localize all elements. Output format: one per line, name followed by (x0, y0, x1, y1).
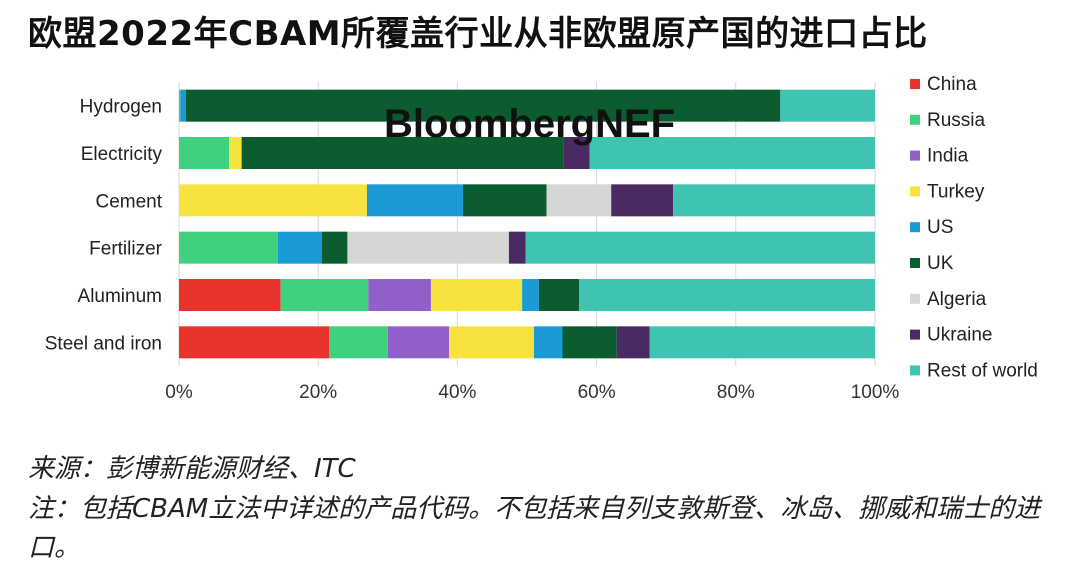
legend-label: Algeria (927, 289, 987, 310)
bar-segment (449, 326, 534, 359)
legend-label: Rest of world (927, 360, 1038, 381)
legend-swatch (910, 186, 920, 197)
bar-segment (179, 137, 230, 169)
legend-swatch (910, 114, 920, 125)
bar-segment (185, 89, 781, 122)
bar-segment (579, 279, 875, 311)
bar-segment (546, 184, 612, 217)
legend-label: Russia (927, 110, 986, 131)
bar-segment (589, 137, 875, 169)
bar-segment (179, 89, 181, 122)
legend-label: US (927, 217, 953, 238)
category-label: Hydrogen (80, 97, 162, 118)
bar-segment (179, 231, 278, 264)
legend-label: Ukraine (927, 325, 992, 346)
x-tick-labels: 0% 20% 40% 60% 80% 100% (165, 382, 899, 403)
legend-swatch (910, 150, 920, 161)
bar-segment (430, 279, 523, 311)
legend-swatch (910, 293, 920, 304)
bar-segment (462, 184, 547, 217)
x-tick-label: 60% (578, 382, 616, 403)
bar-segment (179, 326, 330, 359)
bar-segment (387, 326, 450, 359)
legend-swatch (910, 365, 920, 376)
x-tick-label: 80% (717, 382, 755, 403)
gridlines (178, 82, 876, 366)
bar-segment (673, 184, 875, 217)
bar-segment (280, 279, 369, 311)
bar-segment (525, 231, 875, 264)
bar-segment (366, 184, 463, 217)
bar-segment (538, 279, 580, 311)
footnote: 注：包括CBAM立法中详述的产品代码。不包括来自列支敦斯登、冰岛、挪威和瑞士的进… (28, 494, 1041, 563)
bars (179, 89, 875, 359)
legend-swatch (910, 79, 920, 89)
bar-segment (179, 184, 367, 217)
category-label: Fertilizer (89, 239, 163, 260)
bar-segment (321, 231, 348, 264)
legend-swatch (910, 222, 920, 233)
bar-segment (522, 279, 539, 311)
bar-segment (179, 279, 281, 311)
x-tick-label: 0% (165, 382, 193, 403)
chart-title: 欧盟2022年CBAM所覆盖行业从非欧盟原产国的进口占比 (28, 14, 928, 54)
source-note: 来源：彭博新能源财经、ITC (28, 454, 356, 484)
legend-swatch (910, 258, 920, 268)
bar-segment (241, 137, 564, 169)
category-label: Cement (95, 191, 162, 212)
bar-segment (329, 326, 388, 359)
legend-label: India (927, 146, 969, 167)
watermark: BloombergNEF (384, 102, 676, 146)
category-label: Steel and iron (45, 333, 162, 354)
bar-segment (616, 326, 650, 359)
bar-segment (180, 89, 186, 122)
legend-label: UK (927, 253, 954, 274)
bar-segment (347, 231, 509, 264)
category-label: Aluminum (78, 286, 162, 307)
legend: China Russia India Turkey US UK Algeria Ukraine… (910, 74, 1038, 381)
category-label: Electricity (81, 144, 163, 165)
stacked-bar-chart: Hydrogen Electricity Cement Fertilizer Alumi… (45, 74, 1038, 403)
bar-segment (368, 279, 431, 311)
category-labels: Hydrogen Electricity Cement Fertilizer Alumi… (45, 97, 163, 355)
bar-segment (649, 326, 875, 359)
legend-label: Turkey (927, 181, 985, 202)
bar-segment (611, 184, 674, 217)
bar-segment (533, 326, 563, 359)
x-tick-label: 40% (438, 382, 476, 403)
x-tick-label: 20% (299, 382, 337, 403)
bar-segment (563, 137, 590, 169)
legend-swatch (910, 329, 920, 340)
bar-segment (229, 137, 242, 169)
bar-segment (780, 89, 875, 122)
x-tick-label: 100% (851, 382, 900, 403)
bar-segment (277, 231, 322, 264)
legend-label: China (927, 74, 977, 95)
bar-segment (562, 326, 617, 359)
bar-segment (508, 231, 526, 264)
